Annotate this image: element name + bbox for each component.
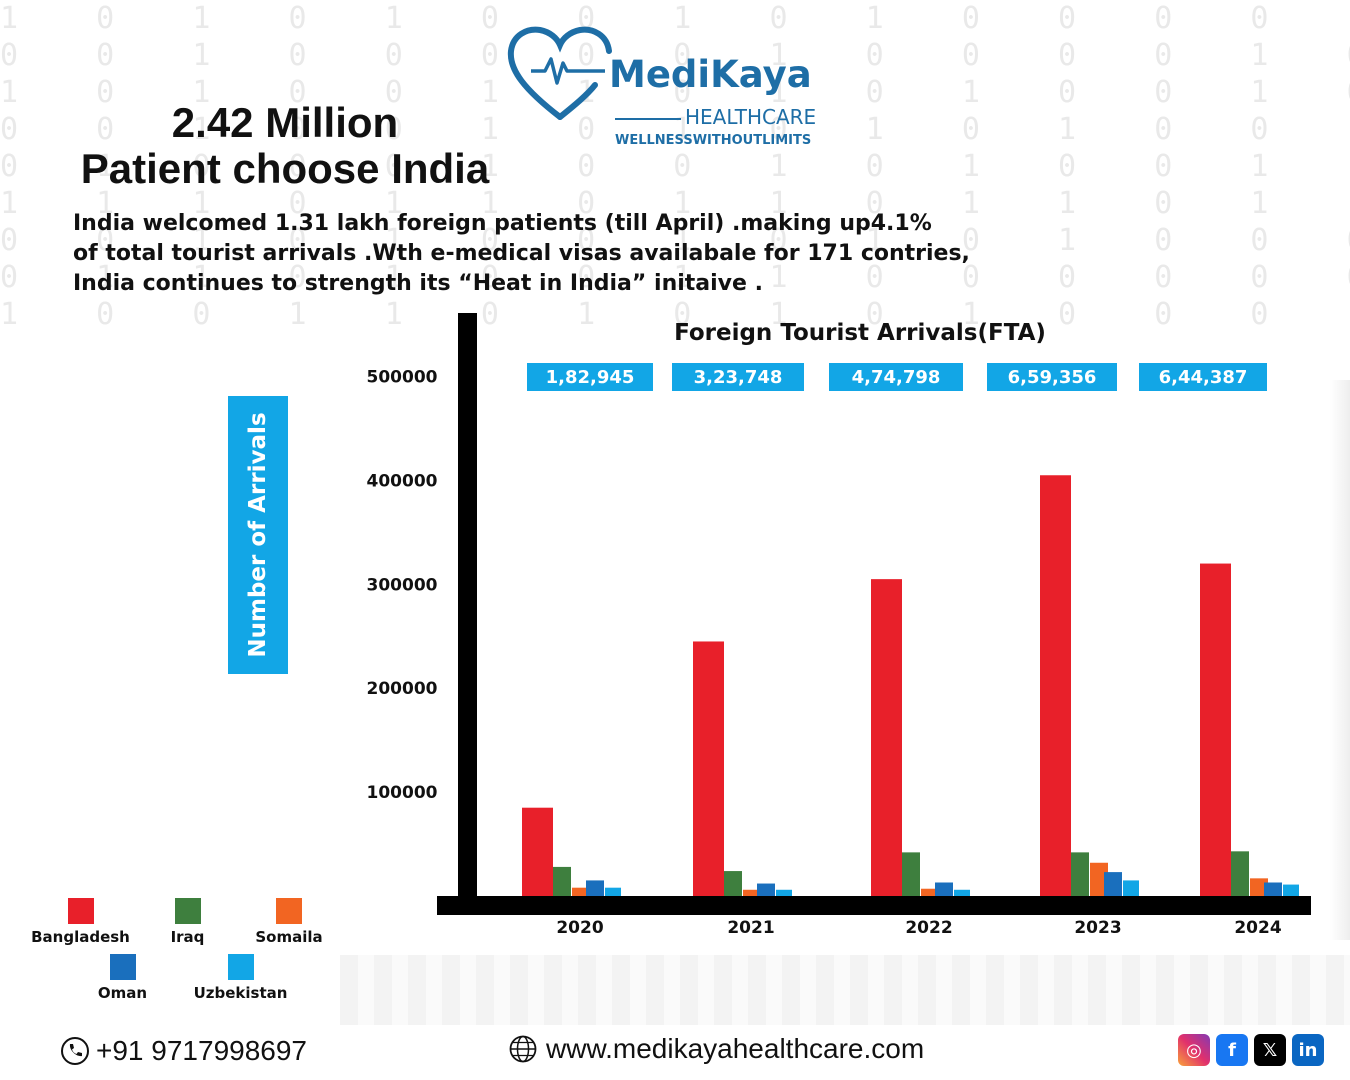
legend-label-bangladesh: Bangladesh — [31, 928, 130, 946]
legend-item-oman: Oman — [90, 954, 155, 1002]
x-tick-label: 2023 — [1074, 918, 1121, 938]
bar-iraq-2020 — [553, 866, 571, 896]
x-tick-label: 2024 — [1234, 918, 1281, 938]
x-axis-line — [437, 896, 1311, 915]
total-value-2023: 6,59,356 — [1008, 367, 1097, 388]
brand-name: MediKaya — [609, 53, 812, 96]
phone-contact[interactable]: +91 9717998697 — [60, 1035, 307, 1067]
phone-icon — [61, 1037, 89, 1065]
bar-iraq-2024 — [1231, 851, 1249, 896]
bar-somaila-2021 — [743, 889, 761, 896]
facebook-icon[interactable]: f — [1216, 1034, 1248, 1066]
intro-line-3: India continues to strength its “Heat in… — [73, 271, 763, 296]
website-url: www.medikayahealthcare.com — [546, 1033, 925, 1064]
legend-label-iraq: Iraq — [170, 928, 205, 946]
chart-title: Foreign Tourist Arrivals(FTA) — [674, 320, 1046, 346]
bar-oman-2021 — [757, 883, 775, 896]
headline-line-2: Patient choose India — [80, 145, 490, 192]
legend-swatch-bangladesh — [67, 898, 94, 924]
footer: +91 9717998697 www.medikayahealthcare.co… — [0, 1030, 1350, 1075]
total-badge-2024 — [1139, 363, 1267, 391]
total-value-2024: 6,44,387 — [1159, 367, 1248, 388]
bar-bangladesh-2022 — [871, 579, 902, 896]
instagram-icon[interactable]: ◎ — [1178, 1034, 1210, 1066]
bar-bangladesh-2020 — [522, 807, 553, 896]
legend-item-somaila: Somaila — [250, 898, 328, 946]
bar-somaila-2023 — [1090, 862, 1108, 896]
bar-iraq-2021 — [724, 871, 742, 896]
bar-uzbekistan-2022 — [954, 889, 970, 896]
y-axis-title: Number of Arrivals — [228, 396, 288, 674]
bar-somaila-2024 — [1250, 878, 1268, 896]
legend-item-uzbekistan: Uzbekistan — [188, 954, 293, 1002]
bar-oman-2024 — [1264, 882, 1282, 896]
legend-item-bangladesh: Bangladesh — [28, 898, 133, 946]
heart-pulse-icon — [507, 26, 612, 120]
y-axis-line — [458, 313, 477, 903]
legend-label-somaila: Somaila — [255, 928, 323, 946]
background-shade-bottom — [340, 955, 1350, 1025]
bar-somaila-2022 — [921, 888, 939, 896]
intro-line-1: India welcomed 1.31 lakh foreign patient… — [73, 211, 932, 236]
brand-tagline: WELLNESSWITHOUTLIMITS — [615, 133, 812, 148]
y-tick-label: 300000 — [367, 575, 438, 595]
x-tick-label: 2021 — [727, 918, 774, 938]
legend-swatch-somaila — [276, 898, 302, 924]
background-binary-pattern: 1 0 1 0 1 0 0 1 0 1 0 0 0 0 1 0 1 1 0 1 … — [0, 1, 1350, 330]
bar-uzbekistan-2023 — [1123, 880, 1139, 896]
bar-iraq-2022 — [902, 852, 920, 896]
brand-logo: MediKaya HEALTHCARE WELLNESSWITHOUTLIMIT… — [505, 25, 840, 148]
brand-subtitle: HEALTHCARE — [685, 105, 817, 129]
y-tick-label: 100000 — [367, 783, 438, 803]
bar-uzbekistan-2024 — [1283, 884, 1299, 896]
x-icon[interactable]: 𝕏 — [1254, 1034, 1286, 1066]
chart-legend: Bangladesh Iraq Somaila Oman Uzbekistan — [0, 895, 340, 1015]
legend-swatch-uzbekistan — [227, 954, 254, 980]
social-links: ◎ f 𝕏 in — [1178, 1034, 1324, 1066]
background-shade — [1330, 380, 1350, 940]
legend-label-oman: Oman — [97, 984, 148, 1002]
legend-swatch-iraq — [174, 898, 201, 924]
bar-uzbekistan-2021 — [776, 889, 792, 896]
x-tick-label: 2020 — [556, 918, 603, 938]
bar-oman-2020 — [586, 880, 604, 896]
bar-somaila-2020 — [572, 887, 590, 896]
total-badge-2022 — [829, 363, 963, 391]
website-link[interactable]: www.medikayahealthcare.com — [508, 1033, 924, 1065]
phone-number: +91 9717998697 — [96, 1035, 307, 1066]
total-value-2020: 1,82,945 — [546, 367, 635, 388]
intro-paragraph: India welcomed 1.31 lakh foreign patient… — [73, 209, 1033, 299]
total-badge-2020 — [527, 363, 653, 391]
legend-label-uzbekistan: Uzbekistan — [193, 984, 288, 1002]
bar-bangladesh-2024 — [1200, 563, 1231, 896]
globe-icon — [509, 1035, 537, 1063]
headline: 2.42 Million Patient choose India — [60, 100, 510, 192]
bar-oman-2023 — [1104, 872, 1122, 896]
linkedin-icon[interactable]: in — [1292, 1034, 1324, 1066]
logo-divider — [615, 118, 681, 120]
total-badge-2023 — [987, 363, 1117, 391]
bar-bangladesh-2023 — [1040, 475, 1071, 896]
headline-line-1: 2.42 Million — [171, 99, 399, 146]
bar-iraq-2023 — [1071, 852, 1089, 896]
y-tick-label: 500000 — [367, 368, 438, 388]
legend-item-iraq: Iraq — [160, 898, 215, 946]
y-tick-label: 200000 — [367, 679, 438, 699]
bar-bangladesh-2021 — [693, 641, 724, 896]
intro-line-2: of total tourist arrivals .Wth e-medical… — [73, 241, 970, 266]
legend-swatch-oman — [109, 954, 136, 980]
total-badge-2021 — [672, 363, 804, 391]
bar-oman-2022 — [935, 882, 953, 896]
y-tick-label: 400000 — [367, 471, 438, 491]
bar-uzbekistan-2020 — [605, 887, 621, 896]
total-value-2022: 4,74,798 — [852, 367, 941, 388]
total-value-2021: 3,23,748 — [694, 367, 783, 388]
x-tick-label: 2022 — [905, 918, 952, 938]
